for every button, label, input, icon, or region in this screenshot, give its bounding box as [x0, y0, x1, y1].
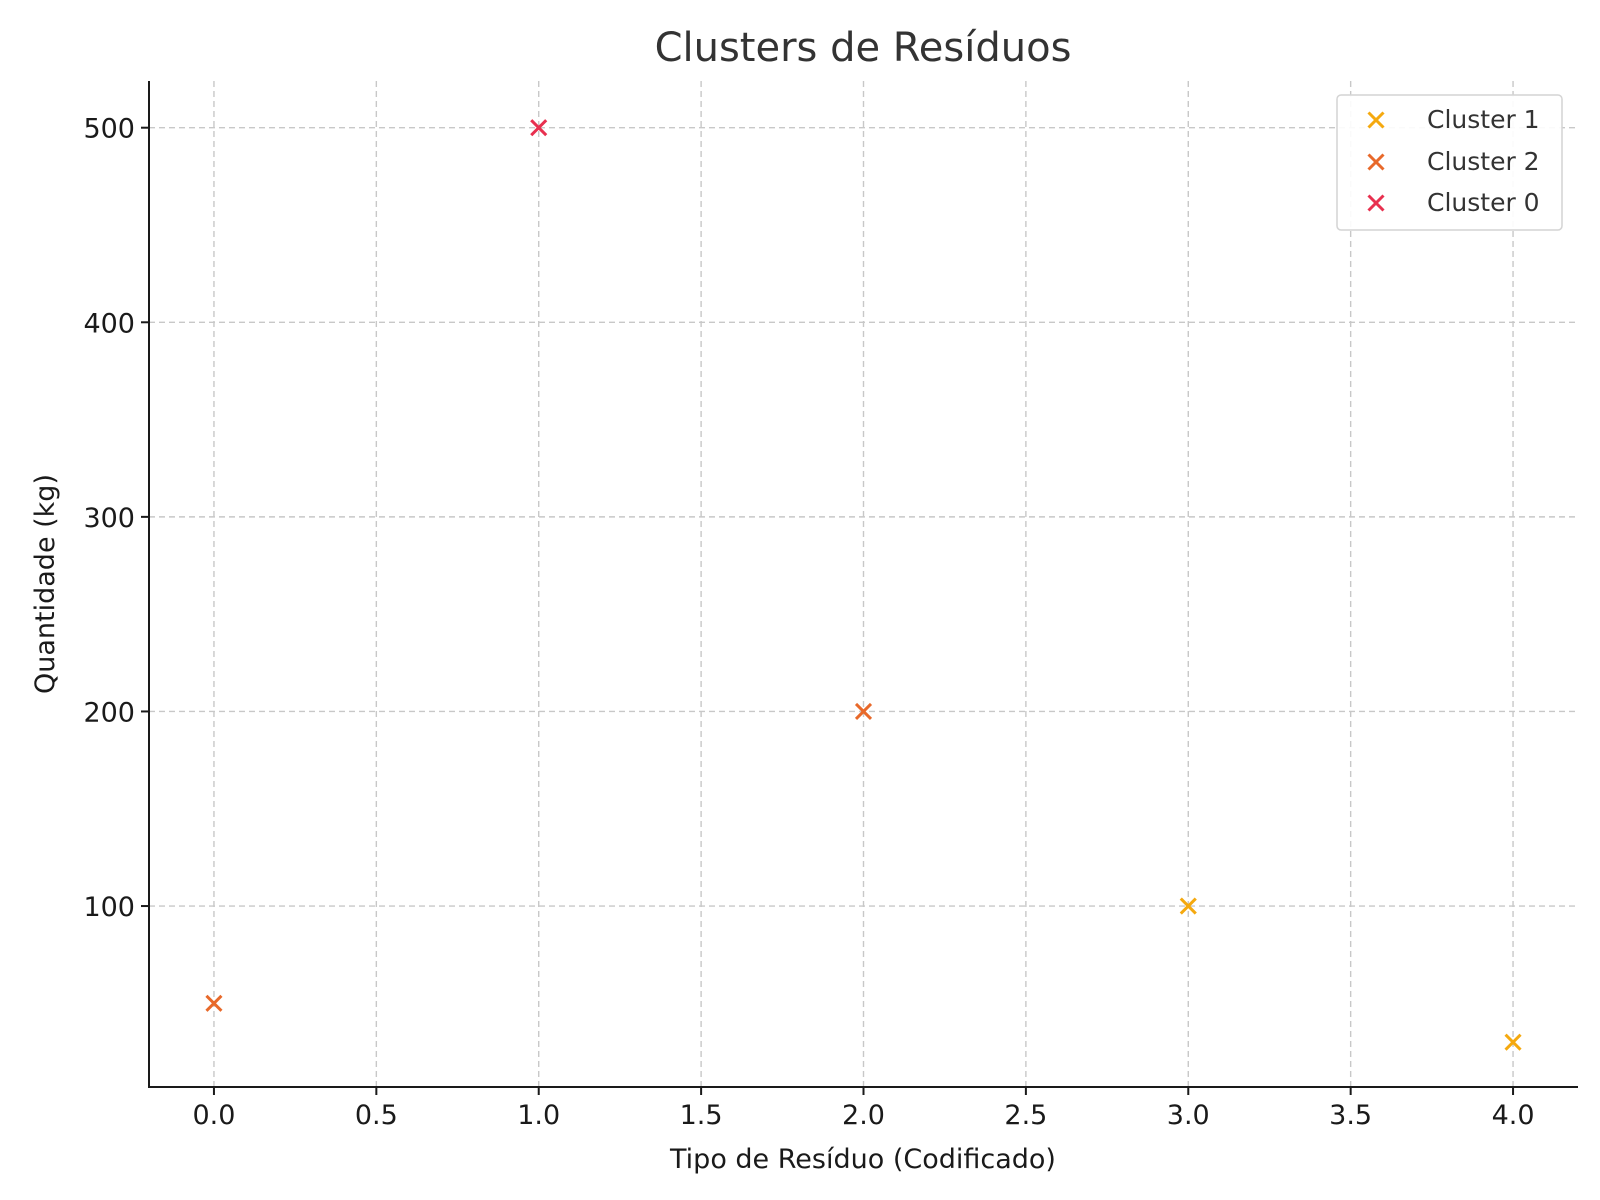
data-point-cluster-2: [205, 994, 223, 1012]
legend-label-cluster-2: Cluster 2: [1427, 147, 1540, 176]
x-tick-label: 1.0: [517, 1100, 560, 1131]
x-tick-label: 0.5: [355, 1100, 398, 1131]
y-tick-label: 200: [83, 697, 135, 728]
y-ticks: 100 200 300 400 500: [83, 114, 149, 923]
data-points: [205, 119, 1522, 1051]
grid: [149, 81, 1578, 1087]
legend: Cluster 1 Cluster 2 Cluster 0: [1336, 94, 1563, 231]
y-tick-label: 400: [83, 308, 135, 339]
legend-marker-cluster-2: [1367, 153, 1385, 171]
legend-marker-cluster-0: [1367, 194, 1385, 212]
legend-label-cluster-0: Cluster 0: [1427, 188, 1540, 217]
legend-marker-cluster-1: [1367, 111, 1385, 129]
x-tick-label: 4.0: [1492, 1100, 1535, 1131]
y-tick-label: 100: [83, 892, 135, 923]
y-tick-label: 300: [83, 503, 135, 534]
legend-marker-icon: [1367, 111, 1385, 129]
data-point-cluster-0: [530, 119, 548, 137]
legend-label-cluster-1: Cluster 1: [1427, 105, 1540, 134]
y-tick-label: 500: [83, 114, 135, 145]
x-ticks: 0.0 0.5 1.0 1.5 2.0 2.5 3.0 3.5 4.0: [192, 1087, 1535, 1131]
y-axis-title: Quantidade (kg): [30, 474, 61, 694]
legend-marker-icon: [1367, 153, 1385, 171]
data-point-cluster-1: [1504, 1033, 1522, 1051]
chart-title: Clusters de Resíduos: [655, 25, 1072, 71]
x-tick-label: 3.0: [1167, 1100, 1210, 1131]
x-tick-label: 2.5: [1004, 1100, 1047, 1131]
legend-marker-icon: [1367, 194, 1385, 212]
x-tick-label: 1.5: [680, 1100, 723, 1131]
x-tick-label: 3.5: [1329, 1100, 1372, 1131]
legend-box: [1336, 94, 1563, 231]
x-tick-label: 2.0: [842, 1100, 885, 1131]
data-point-cluster-2: [854, 702, 873, 721]
data-point-cluster-1: [1179, 897, 1197, 915]
x-tick-label: 0.0: [192, 1100, 235, 1131]
x-axis-title: Tipo de Resíduo (Codificado): [669, 1144, 1056, 1175]
